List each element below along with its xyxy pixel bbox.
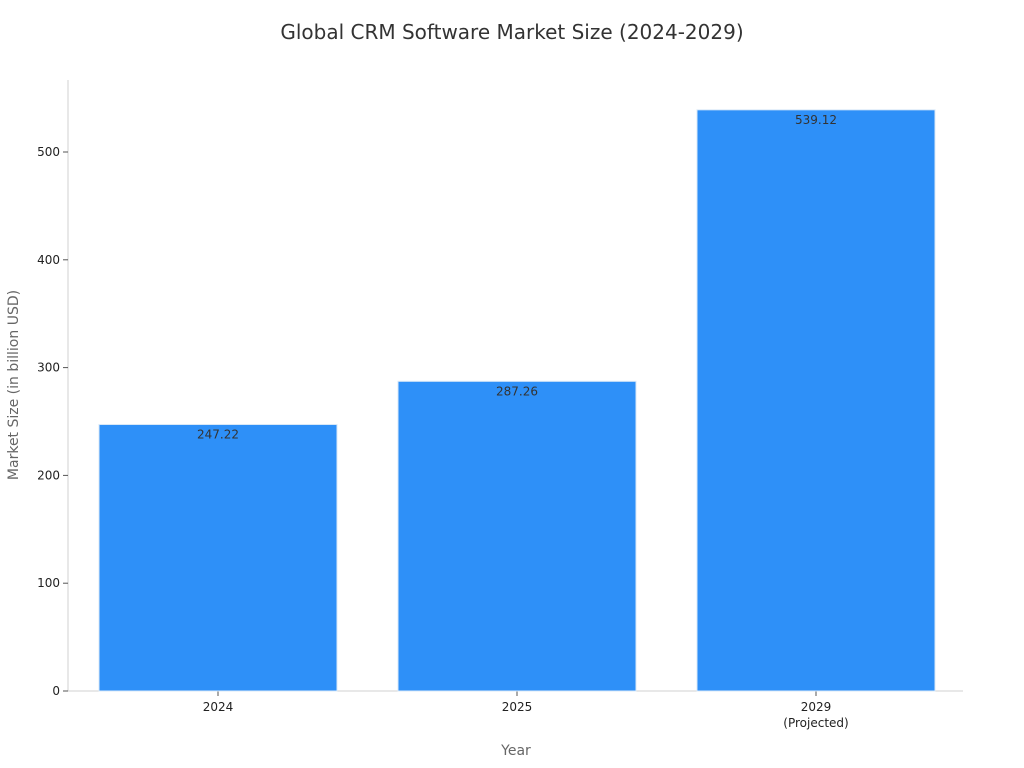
bar-value-label: 247.22 — [197, 427, 239, 441]
x-axis: 2024 2025 2029 (Projected) — [68, 690, 963, 730]
x-axis-title: Year — [500, 743, 531, 759]
x-tick-label: (Projected) — [783, 716, 848, 730]
y-tick-label: 100 — [37, 576, 60, 590]
y-tick-label: 300 — [37, 361, 60, 375]
chart-title: Global CRM Software Market Size (2024-20… — [280, 20, 744, 44]
y-tick-label: 0 — [52, 684, 60, 698]
data-labels: 247.22 287.26 539.12 — [197, 113, 837, 442]
bar — [696, 109, 936, 692]
x-tick-label: 2024 — [203, 700, 234, 714]
y-tick-label: 500 — [37, 145, 60, 159]
bar — [98, 423, 338, 692]
bar — [397, 380, 637, 692]
x-tick-label: 2025 — [502, 700, 533, 714]
y-axis-title: Market Size (in billion USD) — [6, 290, 22, 480]
y-tick-label: 200 — [37, 468, 60, 482]
y-tick-label: 400 — [37, 253, 60, 267]
bar-series — [98, 109, 936, 692]
y-axis: 0 100 200 300 400 500 — [37, 80, 69, 698]
x-tick-label: 2029 — [801, 700, 832, 714]
bar-value-label: 539.12 — [795, 113, 837, 127]
bar-value-label: 287.26 — [496, 384, 538, 398]
